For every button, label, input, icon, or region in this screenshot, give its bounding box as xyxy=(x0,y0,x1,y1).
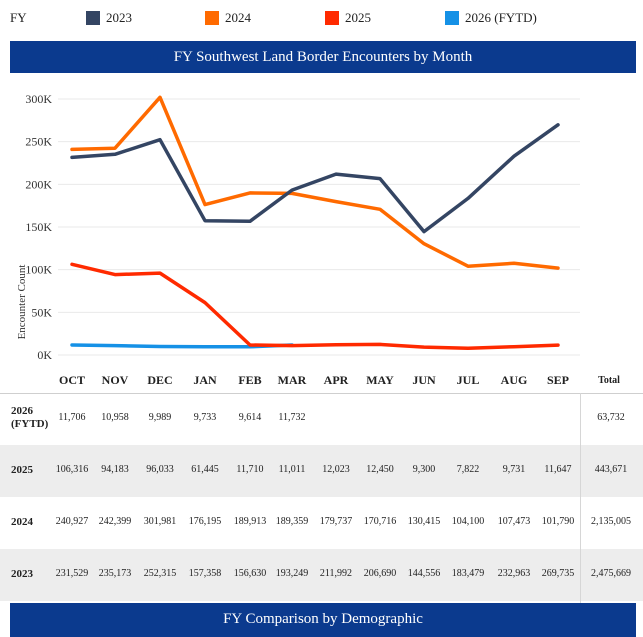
table-cell: 11,710 xyxy=(236,464,264,475)
x-tick-label: MAR xyxy=(278,373,307,387)
demographic-banner: FY Comparison by Demographic xyxy=(10,603,636,637)
legend-label-2024: 2024 xyxy=(225,10,251,25)
table-cell: 179,737 xyxy=(319,516,353,527)
x-tick-label: JAN xyxy=(193,373,217,387)
y-tick-label: 300K xyxy=(25,92,52,106)
table-cell: 9,733 xyxy=(193,412,217,423)
row-total: 2,475,669 xyxy=(591,568,631,579)
row-total: 2,135,005 xyxy=(591,516,631,527)
table-cell: 301,981 xyxy=(143,516,177,527)
legend-swatch-2023 xyxy=(86,11,100,25)
x-tick-label: APR xyxy=(324,373,349,387)
table-cell: 11,706 xyxy=(58,412,86,423)
table-cell: 106,316 xyxy=(55,464,89,475)
x-tick-label: SEP xyxy=(547,373,569,387)
y-tick-label: 50K xyxy=(31,305,52,319)
table-cell: 11,647 xyxy=(544,464,572,475)
chart-title-banner: FY Southwest Land Border Encounters by M… xyxy=(10,41,636,73)
table-cell: 11,011 xyxy=(278,464,306,475)
x-tick-label: DEC xyxy=(147,373,172,387)
row-total: 63,732 xyxy=(597,412,625,423)
y-tick-label: 200K xyxy=(25,177,52,191)
table-cell: 104,100 xyxy=(451,516,485,527)
x-tick-label: NOV xyxy=(102,373,129,387)
legend-label-2026: 2026 (FYTD) xyxy=(465,10,537,25)
x-tick-label: MAY xyxy=(366,373,394,387)
table-cell: 231,529 xyxy=(55,568,89,579)
table-cell: 11,732 xyxy=(278,412,306,423)
table-cell: 9,731 xyxy=(502,464,526,475)
table-cell: 157,358 xyxy=(188,568,222,579)
table-row: 2026 (FYTD) 11,706 10,958 9,989 9,733 9,614 11,… xyxy=(0,393,643,445)
table-cell: 61,445 xyxy=(191,464,219,475)
table-cell: 9,989 xyxy=(148,412,172,423)
series-line-2023 xyxy=(70,123,560,234)
x-tick-label: JUN xyxy=(412,373,436,387)
x-tick-label: FEB xyxy=(238,373,261,387)
table-cell: 130,415 xyxy=(407,516,441,527)
table-cell: 189,913 xyxy=(233,516,267,527)
x-tick-label: JUL xyxy=(457,373,480,387)
table-cell: 240,927 xyxy=(55,516,89,527)
series-line-2025 xyxy=(70,262,560,351)
table-top-divider xyxy=(0,393,643,394)
y-tick-label: 150K xyxy=(25,220,52,234)
table-cell: 9,300 xyxy=(412,464,436,475)
total-header: Total xyxy=(598,375,620,386)
table-cell: 101,790 xyxy=(541,516,575,527)
table-cell: 206,690 xyxy=(363,568,397,579)
table-cell: 235,173 xyxy=(98,568,132,579)
legend-swatch-2025 xyxy=(325,11,339,25)
legend-swatch-2024 xyxy=(205,11,219,25)
y-tick-label: 0K xyxy=(37,348,52,362)
table-cell: 107,473 xyxy=(497,516,531,527)
table-row: 2025 106,316 94,183 96,033 61,445 11,710 11,01… xyxy=(0,445,643,497)
row-label: 2024 xyxy=(11,516,33,528)
table-cell: 189,359 xyxy=(275,516,309,527)
row-label: 2026 (FYTD) xyxy=(11,405,49,430)
legend-fy-label: FY xyxy=(10,10,27,25)
total-column-divider xyxy=(580,393,581,603)
row-label: 2023 xyxy=(11,568,33,580)
row-total: 443,671 xyxy=(594,464,628,475)
legend-swatch-2026 xyxy=(445,11,459,25)
table-row: 2024 240,927 242,399 301,981 176,195 189,913 1… xyxy=(0,497,643,549)
y-axis-label: Encounter Count xyxy=(16,265,28,340)
table-cell: 9,614 xyxy=(238,412,262,423)
x-tick-label: AUG xyxy=(501,373,528,387)
table-cell: 193,249 xyxy=(275,568,309,579)
table-cell: 12,023 xyxy=(322,464,350,475)
table-row: 2023 231,529 235,173 252,315 157,358 156,630 1… xyxy=(0,549,643,601)
series-line-2024 xyxy=(70,95,560,270)
x-tick-label: OCT xyxy=(59,373,85,387)
table-cell: 12,450 xyxy=(366,464,394,475)
legend: FY 2023 2024 2025 2026 (FYTD) xyxy=(0,0,643,38)
y-tick-label: 250K xyxy=(25,135,52,149)
table-cell: 144,556 xyxy=(407,568,441,579)
legend-label-2025: 2025 xyxy=(345,10,371,25)
table-cell: 156,630 xyxy=(233,568,267,579)
table-cell: 96,033 xyxy=(146,464,174,475)
table-cell: 269,735 xyxy=(541,568,575,579)
line-chart: 0K 50K 100K 150K 200K 250K 300K Encounter Count… xyxy=(16,92,620,387)
table-cell: 232,963 xyxy=(497,568,531,579)
legend-item-2024[interactable]: 2024 xyxy=(205,10,251,26)
y-tick-label: 100K xyxy=(25,263,52,277)
legend-item-2025[interactable]: 2025 xyxy=(325,10,371,26)
row-label: 2025 xyxy=(11,464,33,476)
table-cell: 94,183 xyxy=(101,464,129,475)
table-cell: 7,822 xyxy=(456,464,480,475)
table-cell: 242,399 xyxy=(98,516,132,527)
table-cell: 183,479 xyxy=(451,568,485,579)
legend-item-2026[interactable]: 2026 (FYTD) xyxy=(445,10,537,26)
legend-item-2023[interactable]: 2023 xyxy=(86,10,132,26)
table-cell: 211,992 xyxy=(319,568,353,579)
table-cell: 170,716 xyxy=(363,516,397,527)
table-cell: 10,958 xyxy=(101,412,129,423)
table-cell: 176,195 xyxy=(188,516,222,527)
legend-label-2023: 2023 xyxy=(106,10,132,25)
table-cell: 252,315 xyxy=(143,568,177,579)
